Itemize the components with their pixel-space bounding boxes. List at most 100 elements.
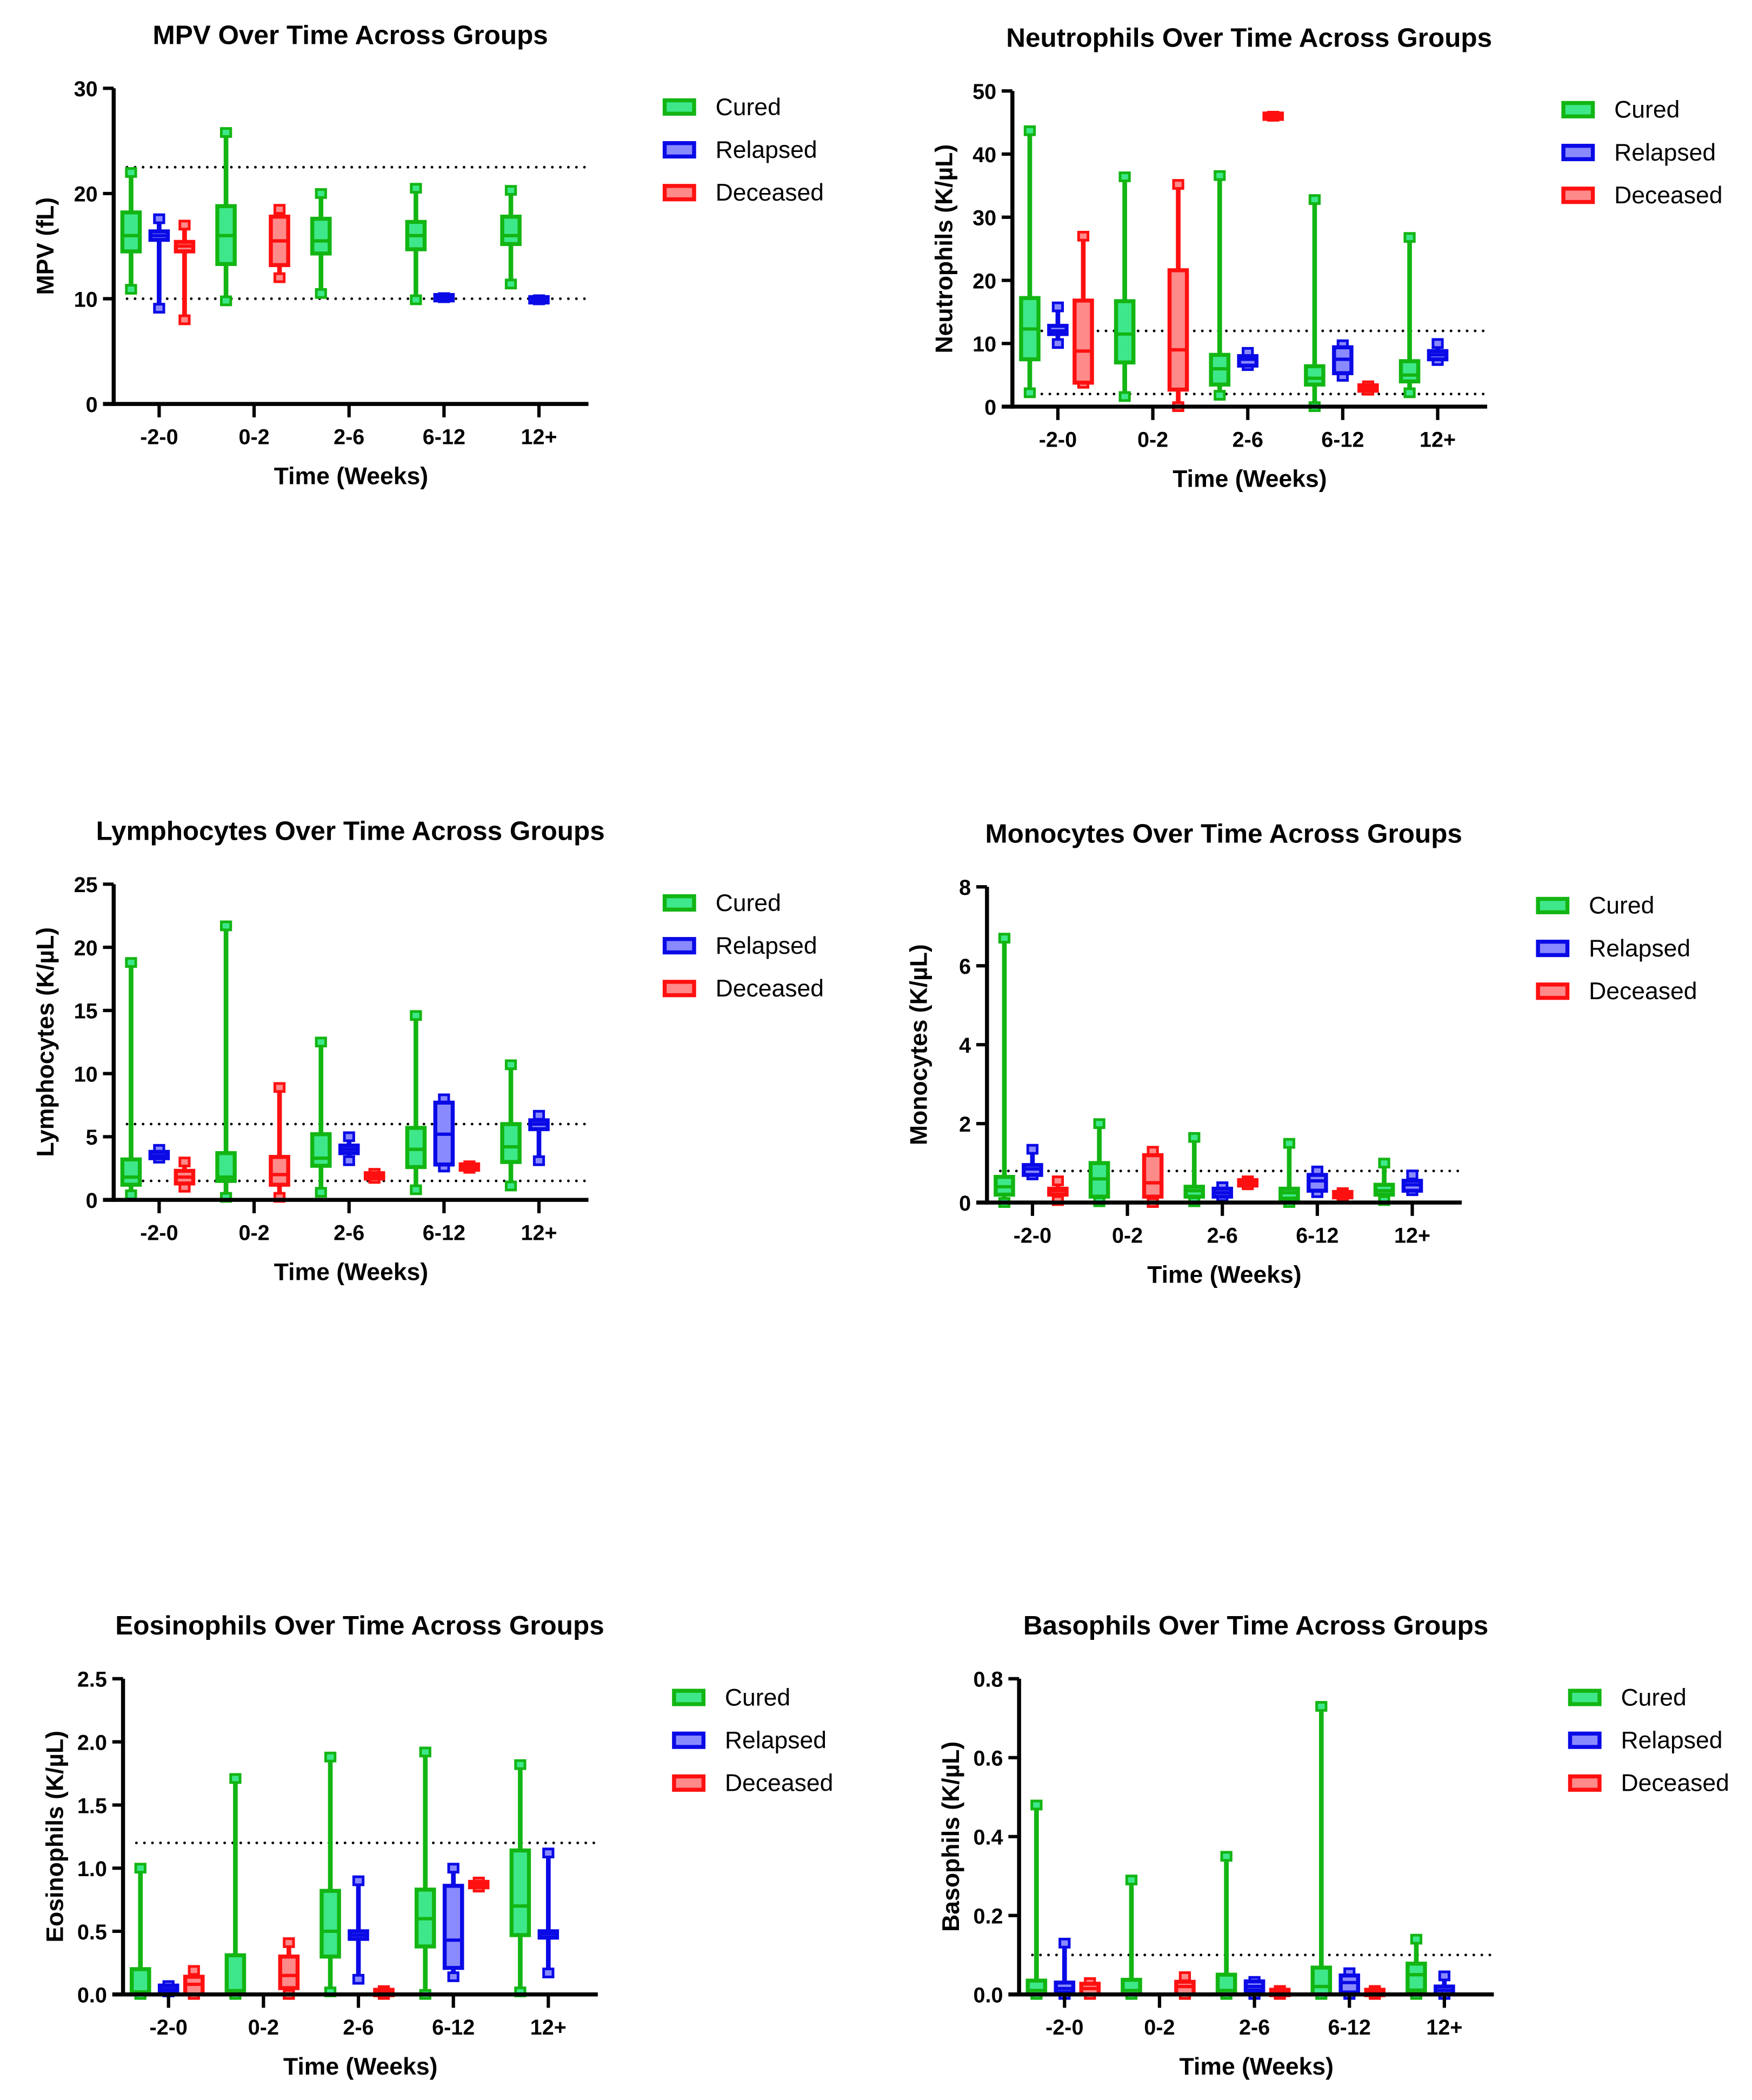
box	[120, 1157, 142, 1187]
whisker-cap-min	[315, 1187, 327, 1198]
box-cured	[1398, 232, 1421, 398]
y-tick-label: 10	[74, 1062, 98, 1086]
whisker-cap-max	[125, 167, 137, 178]
y-tick-label: 8	[959, 876, 971, 900]
legend-label-deceased: Deceased	[716, 975, 824, 1002]
x-tick-label: -2-0	[150, 2016, 188, 2039]
whisker-cap-min	[447, 1971, 459, 1982]
box-deceased	[1332, 1187, 1354, 1202]
y-tick-label: 50	[972, 80, 996, 104]
whisker-cap-max	[178, 220, 191, 231]
legend-swatch-cured	[1536, 896, 1570, 914]
box-deceased	[174, 220, 196, 325]
box	[278, 1954, 300, 1990]
y-tick-label: 2	[959, 1113, 971, 1137]
legend-swatch-deceased	[662, 184, 696, 202]
y-axis-label: MPV (fL)	[32, 197, 59, 295]
whisker-cap-max	[1214, 170, 1226, 181]
whisker-cap-min	[153, 303, 165, 314]
x-tick-label: 0-2	[1144, 2016, 1175, 2039]
box-cured	[310, 1036, 332, 1198]
whisker-cap-min	[410, 294, 422, 305]
whisker-cap-max	[188, 1965, 200, 1976]
whisker-cap-max	[532, 1109, 545, 1121]
box-cured	[414, 1746, 436, 2000]
box-cured	[319, 1751, 341, 1997]
x-tick-label: 0-2	[238, 425, 269, 449]
whisker-cap-min	[1023, 387, 1036, 398]
whisker-cap-max	[273, 1082, 286, 1093]
x-tick-label: -2-0	[1045, 2016, 1083, 2039]
box-cured	[120, 167, 142, 295]
x-axis-label: Time (Weeks)	[1173, 466, 1327, 493]
box-deceased	[269, 204, 290, 283]
box-cured	[1278, 1138, 1300, 1208]
legend-label-cured: Cured	[1621, 1684, 1686, 1711]
whisker-cap-max	[283, 1937, 295, 1948]
box-cured	[1215, 1851, 1237, 2000]
whisker-cap-min	[504, 1180, 517, 1192]
whisker-cap-max	[447, 1863, 459, 1874]
box-relapsed	[1022, 1144, 1043, 1180]
box-relapsed	[148, 213, 170, 314]
x-tick-label: -2-0	[140, 425, 178, 449]
box	[1072, 298, 1094, 385]
y-tick-label: 2.5	[77, 1668, 107, 1692]
whisker-cap-max	[219, 920, 232, 932]
box-relapsed	[528, 1109, 550, 1166]
chart-svg: Monocytes Over Time Across Groups 0 2 4 6 8 -2…	[905, 819, 1697, 1288]
box	[1405, 1962, 1427, 1993]
legend-label-relapsed: Relapsed	[1614, 139, 1716, 166]
y-tick-label: 6	[959, 955, 971, 979]
box-cured	[1304, 194, 1325, 412]
box-deceased	[468, 1876, 490, 1893]
x-tick-label: 12+	[1394, 1224, 1430, 1247]
box-deceased	[1072, 230, 1094, 389]
whisker-cap-min	[1118, 391, 1131, 402]
legend-swatch-relapsed	[672, 1731, 706, 1749]
whisker-cap-max	[153, 213, 165, 224]
x-tick-label: 0-2	[248, 2016, 279, 2039]
box-cured	[1209, 170, 1231, 401]
whisker-cap-max	[343, 1131, 355, 1142]
box-cured	[1025, 1799, 1048, 2000]
y-tick-label: 0.4	[973, 1826, 1003, 1850]
y-tick-label: 20	[74, 183, 98, 207]
legend-swatch-deceased	[1561, 187, 1595, 204]
chart-title: MPV Over Time Across Groups	[153, 21, 548, 50]
y-tick-label: 15	[74, 1000, 98, 1024]
box-cured	[1121, 1875, 1142, 2000]
y-tick-label: 30	[74, 77, 98, 101]
whisker-cap-max	[1410, 1933, 1423, 1945]
box-deceased	[1142, 1146, 1164, 1208]
whisker-cap-min	[532, 1155, 545, 1166]
y-axis-label: Eosinophils (K/µL)	[42, 1731, 68, 1943]
box-deceased	[278, 1937, 300, 2000]
whisker-cap-min	[125, 1189, 137, 1200]
whisker-cap-max	[134, 1863, 146, 1874]
whisker-cap-max	[1403, 232, 1416, 243]
box-deceased	[363, 1168, 385, 1184]
y-axis-label: Basophils (K/µL)	[938, 1742, 964, 1932]
chart-mpv: MPV Over Time Across Groups 0 10 20 30 -2-0 0-…	[0, 0, 856, 508]
x-tick-label: 0-2	[1112, 1224, 1143, 1247]
whisker-cap-min	[410, 1184, 422, 1195]
y-tick-label: 0	[86, 1189, 98, 1213]
box-relapsed	[1427, 338, 1449, 366]
chart-title: Eosinophils Over Time Across Groups	[115, 1611, 604, 1640]
whisker-cap-max	[1188, 1132, 1201, 1143]
y-tick-label: 0.0	[77, 1984, 107, 2008]
whisker-cap-max	[1077, 230, 1090, 242]
box-cured	[215, 920, 237, 1203]
whisker-cap-max	[1378, 1158, 1390, 1169]
whisker-cap-max	[315, 1036, 327, 1048]
box	[224, 1953, 247, 1997]
box-relapsed	[1054, 1937, 1076, 2000]
x-tick-label: 6-12	[1328, 2016, 1371, 2039]
y-tick-label: 10	[972, 333, 996, 356]
legend-swatch-relapsed	[662, 141, 696, 159]
whisker-cap-max	[1438, 1970, 1451, 1982]
x-tick-label: 6-12	[1296, 1224, 1338, 1247]
chart-svg: Lymphocytes Over Time Across Groups 0 5 10 1…	[32, 816, 824, 1286]
whisker-cap-max	[315, 188, 327, 199]
